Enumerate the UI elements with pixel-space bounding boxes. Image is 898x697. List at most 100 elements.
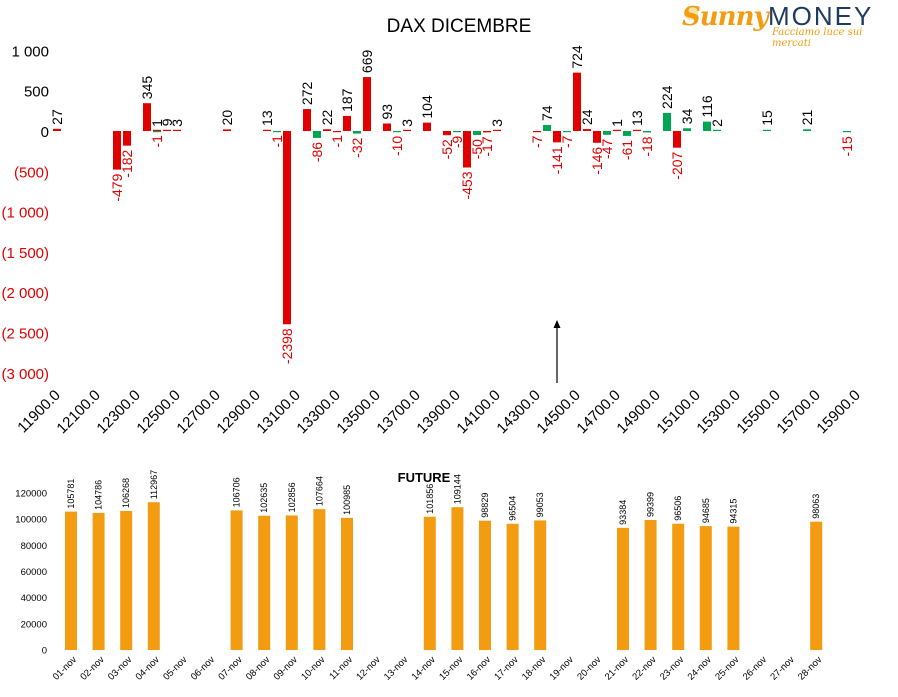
x-tick-label: 13900.0 <box>413 387 463 437</box>
x-tick-label: 13500.0 <box>333 387 383 437</box>
data-label: -479 <box>109 173 125 201</box>
sun-icon <box>684 6 698 20</box>
x-tick-label: 24-nov <box>686 654 714 682</box>
data-label: 27 <box>49 109 65 125</box>
data-label: -86 <box>309 142 325 162</box>
bar <box>92 512 105 650</box>
data-label: -1 <box>149 135 165 148</box>
bar <box>543 125 551 131</box>
bar <box>699 526 712 650</box>
data-label: -50 <box>469 139 485 159</box>
x-tick-label: 21-nov <box>603 654 631 682</box>
logo-tagline: Facciamo luce sui mercati <box>772 27 863 49</box>
data-label: 112967 <box>149 470 159 499</box>
data-label: 107664 <box>314 476 324 506</box>
x-tick-label: 14-nov <box>410 654 438 682</box>
x-tick-label: 23-nov <box>658 654 686 682</box>
bar <box>506 523 519 650</box>
y-tick-label: 500 <box>24 84 49 101</box>
x-tick-label: 14500.0 <box>533 387 583 437</box>
data-label: 93384 <box>618 500 628 525</box>
data-label: 99053 <box>535 492 545 517</box>
y-axis: 1 000 500 0 (500) (1 000) (1 500) (2 000) (2 50… <box>1 43 49 382</box>
x-tick-label: 27-nov <box>768 654 796 682</box>
chart-title: DAX DICEMBRE <box>387 16 532 37</box>
x-tick-label: 07-nov <box>216 654 244 682</box>
x-tick-label: 14700.0 <box>573 387 623 437</box>
x-tick-label: 19-nov <box>548 654 576 682</box>
bar <box>143 103 151 131</box>
data-label: 102635 <box>259 483 269 513</box>
data-label: 724 <box>569 45 585 69</box>
y-tick-label: (2 500) <box>1 326 49 343</box>
y-tick-label: 80000 <box>21 541 47 552</box>
x-tick-label: 12500.0 <box>133 387 183 437</box>
data-label: 96506 <box>673 496 683 521</box>
bar <box>663 112 671 131</box>
bar <box>703 121 711 131</box>
bar <box>613 129 621 131</box>
bar <box>393 131 401 133</box>
x-tick-label: 12-nov <box>354 654 382 682</box>
data-label: 106268 <box>121 478 131 508</box>
bar <box>333 131 341 133</box>
bar <box>163 129 171 131</box>
x-tick-label: 14900.0 <box>613 387 663 437</box>
data-label: 24 <box>579 109 595 125</box>
bar <box>644 519 657 650</box>
data-label: 100985 <box>342 485 352 515</box>
y-tick-label: 1 000 <box>11 43 49 60</box>
bar <box>313 131 321 138</box>
data-label: 3 <box>169 119 185 127</box>
bar <box>283 131 291 325</box>
data-label: -141 <box>549 146 565 174</box>
bar <box>673 131 681 148</box>
bar <box>617 527 629 650</box>
y-tick-label: 40000 <box>21 593 47 604</box>
bar <box>273 131 281 133</box>
x-tick-label: 22-nov <box>630 654 658 682</box>
bars <box>53 72 851 325</box>
data-label: -182 <box>119 149 135 177</box>
data-label: -52 <box>439 139 455 159</box>
bar <box>593 131 601 143</box>
data-label: -1 <box>329 135 345 148</box>
data-label: -207 <box>669 151 685 179</box>
y-tick-label: 0 <box>41 124 49 141</box>
data-label: 224 <box>659 85 675 109</box>
data-label: 20 <box>219 110 235 126</box>
x-tick-label: 01-nov <box>51 654 79 682</box>
data-label: 94315 <box>728 499 738 524</box>
data-label: -18 <box>639 136 655 156</box>
y-tick-label: (2 000) <box>1 285 49 302</box>
option-volume-chart: DAX DICEMBRE 1 000 500 0 (500) (1 000) (1 500… <box>1 16 863 437</box>
data-label: 3 <box>489 119 505 127</box>
x-tick-label: 12300.0 <box>93 387 143 437</box>
x-tick-label: 10-nov <box>299 654 327 682</box>
bar <box>479 520 491 650</box>
x-tick-label: 12100.0 <box>53 387 103 437</box>
x-tick-label: 28-nov <box>796 654 824 682</box>
bar <box>258 515 271 650</box>
bar <box>683 128 691 131</box>
data-label: -10 <box>389 136 405 156</box>
bar <box>343 115 351 131</box>
bar <box>313 509 326 650</box>
bar <box>113 131 121 170</box>
bar <box>573 72 581 131</box>
future-title: FUTURE <box>398 470 451 485</box>
data-label: 116 <box>699 95 715 118</box>
data-label: 13 <box>259 110 275 126</box>
bar <box>810 521 823 650</box>
future-volume-chart: FUTURE 120000 100000 80000 60000 40000 20000 0… <box>15 470 824 683</box>
data-label: -1 <box>269 135 285 148</box>
data-label: 669 <box>359 50 375 74</box>
bar <box>623 131 631 136</box>
bar <box>443 131 451 136</box>
data-label: 1 <box>149 119 165 127</box>
x-tick-label: 13-nov <box>382 654 410 682</box>
bar <box>473 131 481 136</box>
bar <box>553 131 561 143</box>
bar <box>341 517 353 650</box>
